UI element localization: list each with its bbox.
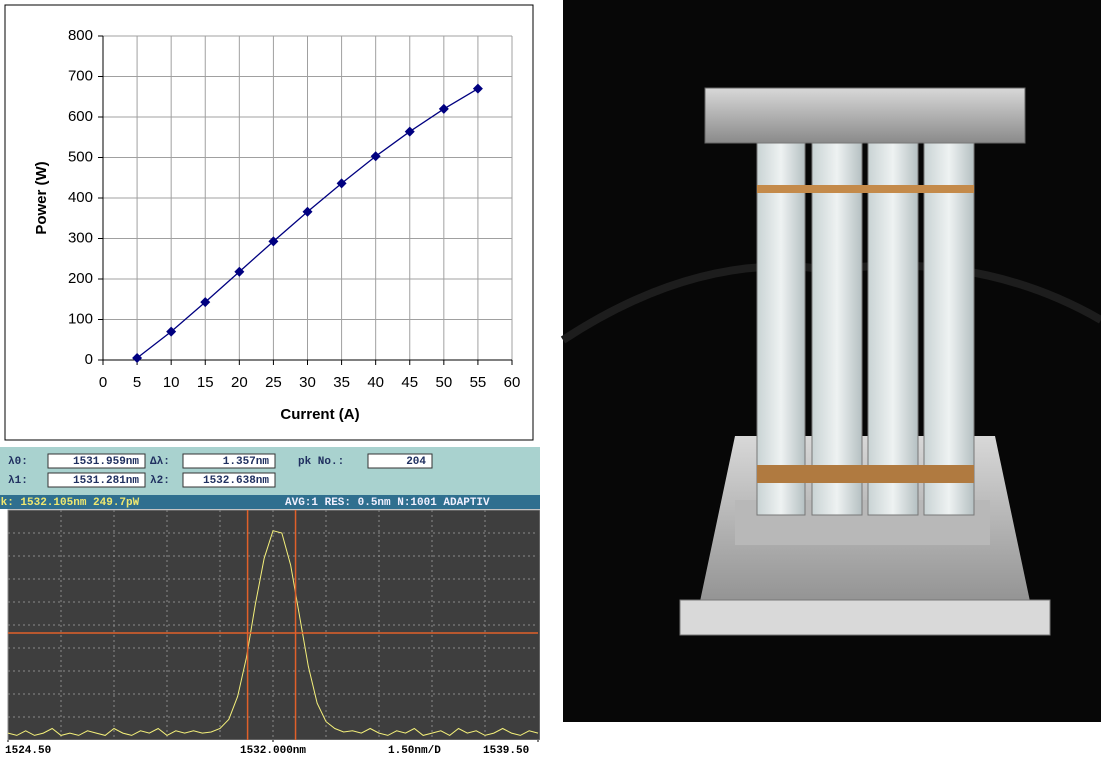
point: [166, 326, 177, 337]
point: [268, 236, 279, 247]
y-tick-label: 0: [85, 351, 93, 368]
y-tick-label: 300: [68, 229, 93, 246]
stack-column: [756, 142, 806, 516]
x-axis-label: Current (A): [280, 406, 359, 423]
scale-bar: [0, 740, 540, 759]
analyzer: λ0: 1531.959nm Δλ: 1.357nm pk No.: 204 λ1: 1531…: [0, 447, 540, 759]
y-tick-label: 100: [68, 310, 93, 327]
y-tick-label: 800: [68, 27, 93, 44]
x-tick-label: 50: [435, 374, 452, 391]
field-box: [182, 453, 276, 469]
x-tick-label: 5: [133, 374, 141, 391]
field-box: [182, 472, 276, 488]
photo: [560, 0, 1101, 722]
x-tick-label: 55: [470, 374, 487, 391]
field-value: 1532.638nm: [203, 475, 269, 487]
x-tick-label: 1524.50: [5, 745, 51, 757]
copper-strip: [757, 185, 974, 193]
series-line: [7, 530, 539, 736]
field-value: 1.357nm: [223, 456, 270, 468]
x-tick-label: 0: [99, 374, 107, 391]
field-label: pk No.:: [298, 456, 344, 468]
stack-column: [811, 142, 863, 516]
stack-column: [867, 142, 919, 516]
point: [234, 266, 245, 277]
x-tick-label: 1532.000nm: [240, 745, 306, 757]
field-box: [367, 453, 433, 469]
field-box: [47, 453, 146, 469]
field-value: 204: [406, 456, 426, 468]
y-tick-label: 500: [68, 148, 93, 165]
peak-readout: Pk: 1532.105nm 249.7pW: [0, 497, 140, 509]
field-label: λ2:: [150, 475, 170, 487]
field-box: [47, 472, 146, 488]
y-tick-label: 700: [68, 67, 93, 84]
x-tick-label: 15: [197, 374, 214, 391]
point: [404, 126, 415, 137]
status-bar: [0, 495, 540, 509]
stacks: [756, 142, 975, 516]
point: [302, 206, 313, 217]
x-tick-label: 35: [333, 374, 350, 391]
field-value: 1531.959nm: [73, 456, 139, 468]
point: [438, 103, 449, 114]
point: [472, 83, 483, 94]
field-value: 1531.281nm: [73, 475, 139, 487]
x-tick-label: 30: [299, 374, 316, 391]
y-axis-label: Power (W): [33, 161, 50, 234]
x-tick-label: 10: [163, 374, 180, 391]
y-tick-label: 200: [68, 270, 93, 287]
chart-frame: [4, 4, 534, 441]
x-tick-label: 25: [265, 374, 282, 391]
top-cap: [704, 87, 1026, 144]
x-tick-label: 40: [367, 374, 384, 391]
point: [132, 352, 143, 363]
copper-strip: [757, 465, 974, 483]
x-tick-label: 20: [231, 374, 248, 391]
point: [336, 178, 347, 189]
stack-column: [923, 142, 975, 516]
point: [370, 151, 381, 162]
status: AVG:1 RES: 0.5nm N:1001 ADAPTIV: [285, 497, 490, 509]
analyzer-screen: [7, 509, 540, 741]
y-tick-label: 600: [68, 108, 93, 125]
field-label: Δλ:: [150, 456, 170, 468]
x-tick-label: 60: [504, 374, 521, 391]
x-tick-label: 1539.50: [483, 745, 529, 757]
field-label: λ1:: [8, 475, 28, 487]
x-tick-label: 45: [401, 374, 418, 391]
y-tick-label: 400: [68, 189, 93, 206]
scale: 1.50nm/D: [388, 745, 441, 757]
base-front: [679, 599, 1051, 636]
field-label: λ0:: [8, 456, 28, 468]
point: [200, 297, 211, 308]
